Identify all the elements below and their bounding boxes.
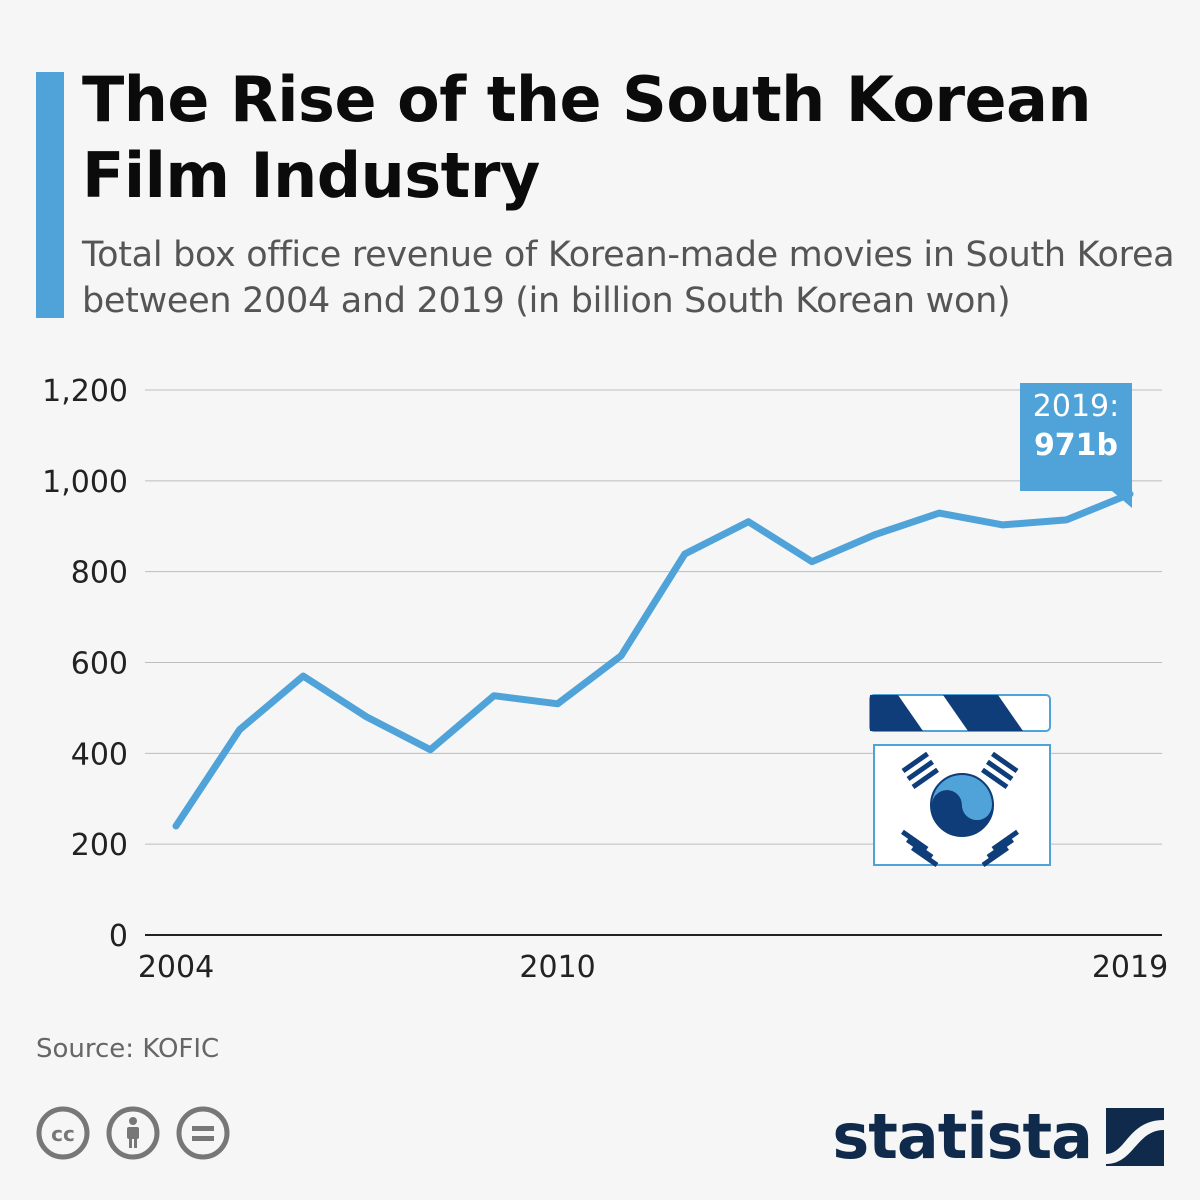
x-axis-ticks: 2004 2010 2019 <box>138 950 1168 985</box>
y-tick-label: 400 <box>71 737 128 772</box>
attribution-icon[interactable] <box>106 1106 160 1160</box>
x-tick-label: 2004 <box>138 950 214 985</box>
grid-lines <box>145 389 1162 936</box>
line-chart: 0 200 400 600 800 1,000 1,200 2004 2010 2019 <box>42 374 1168 985</box>
cc-icon[interactable]: cc <box>36 1106 90 1160</box>
y-tick-label: 600 <box>71 647 128 682</box>
y-tick-label: 0 <box>109 919 128 954</box>
source-note: Source: KOFIC <box>36 1034 220 1064</box>
clapperboard-flag-icon <box>869 694 1051 868</box>
last-value-annotation: 2019: 971b <box>1020 383 1132 508</box>
brand-logo[interactable]: statista <box>832 1100 1164 1173</box>
svg-text:cc: cc <box>51 1122 75 1146</box>
chart-title: The Rise of the South Korean Film Indust… <box>82 63 1092 212</box>
annotation-line2: 971b <box>1034 428 1118 463</box>
y-axis-ticks: 0 200 400 600 800 1,000 1,200 <box>42 374 128 954</box>
y-tick-label: 200 <box>71 828 128 863</box>
license-icons: cc <box>36 1106 230 1160</box>
series-line <box>172 490 1134 830</box>
y-tick-label: 800 <box>71 556 128 591</box>
x-tick-label: 2010 <box>519 950 595 985</box>
annotation-line1: 2019: <box>1033 389 1119 424</box>
data-points <box>175 493 1131 827</box>
y-tick-label: 1,000 <box>42 465 128 500</box>
chart-subtitle: Total box office revenue of Korean-made … <box>82 235 1175 321</box>
x-tick-label: 2019 <box>1092 950 1168 985</box>
y-tick-label: 1,200 <box>42 374 128 409</box>
accent-bar <box>36 72 64 318</box>
statista-logo-icon <box>1106 1107 1164 1166</box>
no-derivatives-icon[interactable] <box>176 1106 230 1160</box>
brand-name: statista <box>832 1100 1093 1173</box>
